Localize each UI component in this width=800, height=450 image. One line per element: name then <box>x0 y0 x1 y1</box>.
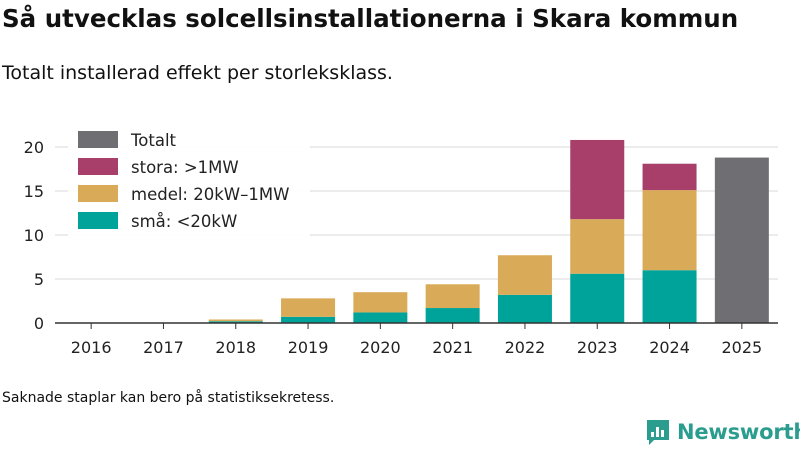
bar-segment <box>281 316 336 323</box>
axes: 0 5 10 15 20 2016 2017 2018 2019 2020 2021 2022 2023… <box>24 138 778 357</box>
x-tick-label: 2024 <box>649 338 690 357</box>
bar-segment <box>642 270 697 323</box>
x-tick-label: 2018 <box>215 338 256 357</box>
legend-label: stora: >1MW <box>131 158 239 177</box>
legend-swatch <box>78 185 118 202</box>
legend: Totalt stora: >1MW medel: 20kW–1MW små: <20… <box>68 127 310 239</box>
x-tick-label: 2019 <box>288 338 329 357</box>
bar-segment <box>353 312 408 323</box>
brand-name: Newsworthy <box>677 420 800 444</box>
chart-title: Så utvecklas solcellsinstallationerna i … <box>2 4 739 33</box>
bar-segment <box>642 190 697 271</box>
bar-segment <box>497 294 552 323</box>
y-tick-label: 5 <box>34 270 44 289</box>
x-tick-label: 2022 <box>505 338 546 357</box>
bar-segment <box>208 321 263 323</box>
x-tick-label: 2020 <box>360 338 401 357</box>
bar-segment <box>497 255 552 295</box>
bar-segment <box>570 273 625 323</box>
bars <box>208 139 769 323</box>
newsworthy-logo-icon <box>647 420 669 445</box>
legend-label: Totalt <box>130 131 177 150</box>
bar-segment <box>208 319 263 322</box>
bar-segment <box>281 298 336 317</box>
brand-logo: Newsworthy <box>645 418 800 446</box>
bar-segment <box>714 157 769 323</box>
legend-swatch <box>78 158 118 175</box>
bar-segment <box>425 308 480 323</box>
x-tick-label: 2023 <box>577 338 618 357</box>
bar-segment <box>570 139 625 220</box>
bar-segment <box>642 163 697 191</box>
y-tick-label: 15 <box>24 182 44 201</box>
chart-subtitle: Totalt installerad effekt per storlekskl… <box>2 62 393 84</box>
legend-label: medel: 20kW–1MW <box>131 185 289 204</box>
legend-swatch <box>78 131 118 148</box>
legend-label: små: <20kW <box>131 212 237 231</box>
bar-segment <box>353 292 408 313</box>
y-tick-label: 10 <box>24 226 44 245</box>
footnote: Saknade staplar kan bero på statistiksek… <box>2 390 335 406</box>
bar-chart: 0 5 10 15 20 2016 2017 2018 2019 2020 2021 2022 2023… <box>23 127 778 357</box>
y-tick-label: 20 <box>24 138 44 157</box>
bar-segment <box>425 284 480 309</box>
bar-segment <box>570 219 625 274</box>
x-tick-label: 2016 <box>71 338 112 357</box>
y-tick-label: 0 <box>34 314 44 333</box>
x-tick-label: 2025 <box>721 338 762 357</box>
x-tick-label: 2021 <box>432 338 473 357</box>
legend-swatch <box>78 212 118 229</box>
x-tick-label: 2017 <box>143 338 184 357</box>
